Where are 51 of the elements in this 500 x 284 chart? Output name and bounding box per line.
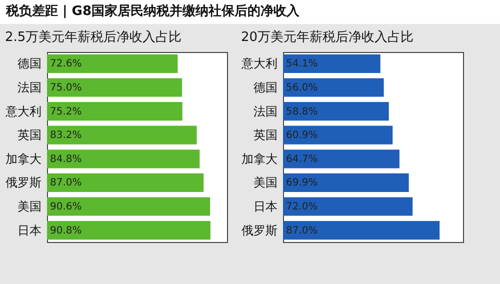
bar [283,173,409,192]
data-label: 58.8% [286,106,318,118]
chart-title: 税负差距 | G8国家居民纳税并缴纳社保后的净收入 [0,0,500,24]
chart-subtitle: 20万美元年薪税后净收入占比 [241,29,414,45]
bar [283,78,384,97]
data-label: 90.8% [50,225,82,236]
data-label: 72.0% [286,202,318,213]
y-tick-label: 意大利 [240,56,278,71]
data-label: 54.1% [286,58,318,70]
data-label: 87.0% [286,225,318,236]
data-label: 87.0% [50,178,82,189]
y-tick-label: 俄罗斯 [6,176,42,190]
data-label: 72.6% [50,58,82,70]
y-tick-label: 意大利 [4,104,42,118]
y-tick-label: 美国 [18,200,42,214]
bar [283,126,393,144]
y-tick-label: 加拿大 [6,152,42,166]
data-label: 69.9% [286,178,318,189]
chart-subtitle: 2.5万美元年薪税后净收入占比 [5,29,182,45]
y-tick-label: 美国 [254,176,278,190]
y-tick-label: 法国 [254,104,278,118]
y-tick-label: 德国 [254,80,278,94]
bar [47,78,182,97]
bar [47,150,200,168]
y-tick-label: 英国 [254,128,278,142]
data-label: 75.0% [50,82,82,94]
y-tick-label: 法国 [18,80,42,94]
bar [47,102,182,121]
data-label: 60.9% [286,130,318,142]
data-label: 64.7% [286,154,318,165]
bar [283,197,413,216]
data-label: 83.2% [50,130,82,142]
bar [283,102,389,121]
bar [283,150,400,168]
data-label: 84.8% [50,154,82,165]
y-tick-label: 俄罗斯 [242,223,278,238]
y-tick-label: 加拿大 [242,152,278,166]
y-tick-label: 日本 [18,223,42,238]
data-label: 75.2% [50,106,82,118]
bar [47,126,197,144]
data-label: 90.6% [50,202,82,213]
data-label: 56.0% [286,82,318,94]
y-tick-label: 德国 [18,56,42,71]
bar [283,221,440,240]
bar [47,173,204,192]
bar [47,54,178,73]
bar [47,197,210,216]
y-tick-label: 英国 [18,128,42,142]
bar [283,54,380,73]
y-tick-label: 日本 [254,200,278,214]
bar [47,221,210,240]
